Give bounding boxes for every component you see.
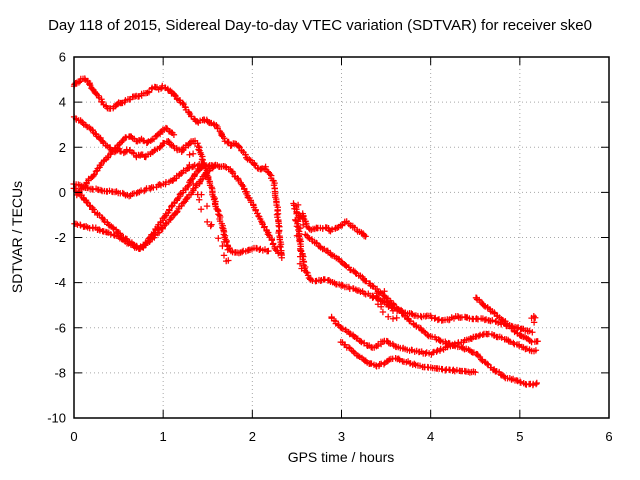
y-tick-label: 2	[59, 140, 66, 155]
trace-arc-9-long	[302, 231, 540, 389]
axes: 0 1 2 3 4 5 6 -10 -8 -6 -4 -2 0 2 4 6	[47, 50, 612, 445]
trace-scatter-left-knot	[178, 145, 232, 265]
x-tick-label: 4	[427, 429, 434, 444]
trace-arc-10-wave	[328, 313, 540, 358]
x-tick-label: 6	[605, 429, 612, 444]
plot-border	[73, 56, 610, 419]
chart-title: Day 118 of 2015, Sidereal Day-to-day VTE…	[48, 17, 592, 34]
y-tick-label: -8	[54, 365, 66, 380]
trace-arc-7-band	[290, 200, 369, 240]
trace-scatter-right-knot	[369, 288, 401, 322]
data-traces	[70, 75, 541, 389]
x-tick-label: 0	[70, 429, 77, 444]
y-tick-label: -4	[54, 275, 66, 290]
grid-lines	[74, 57, 609, 418]
x-axis-label: GPS time / hours	[288, 449, 395, 465]
y-tick-label: 6	[59, 50, 66, 65]
x-tick-label: 2	[249, 429, 256, 444]
y-tick-label: 4	[59, 95, 66, 110]
y-tick-label: -10	[47, 411, 66, 426]
trace-arc-11	[337, 338, 479, 376]
y-tick-label: -6	[54, 320, 66, 335]
trace-isolated-cluster	[528, 313, 539, 326]
x-tick-label: 5	[516, 429, 523, 444]
y-axis-label: SDTVAR / TECUs	[9, 181, 25, 293]
x-tick-label: 1	[160, 429, 167, 444]
trace-arc-12-spur	[472, 294, 541, 346]
trace-arc-5-riser	[73, 124, 178, 199]
trace-scatter-start-knot	[291, 201, 307, 272]
y-tick-label: -2	[54, 230, 66, 245]
y-tick-label: 0	[59, 185, 66, 200]
x-tick-label: 3	[338, 429, 345, 444]
